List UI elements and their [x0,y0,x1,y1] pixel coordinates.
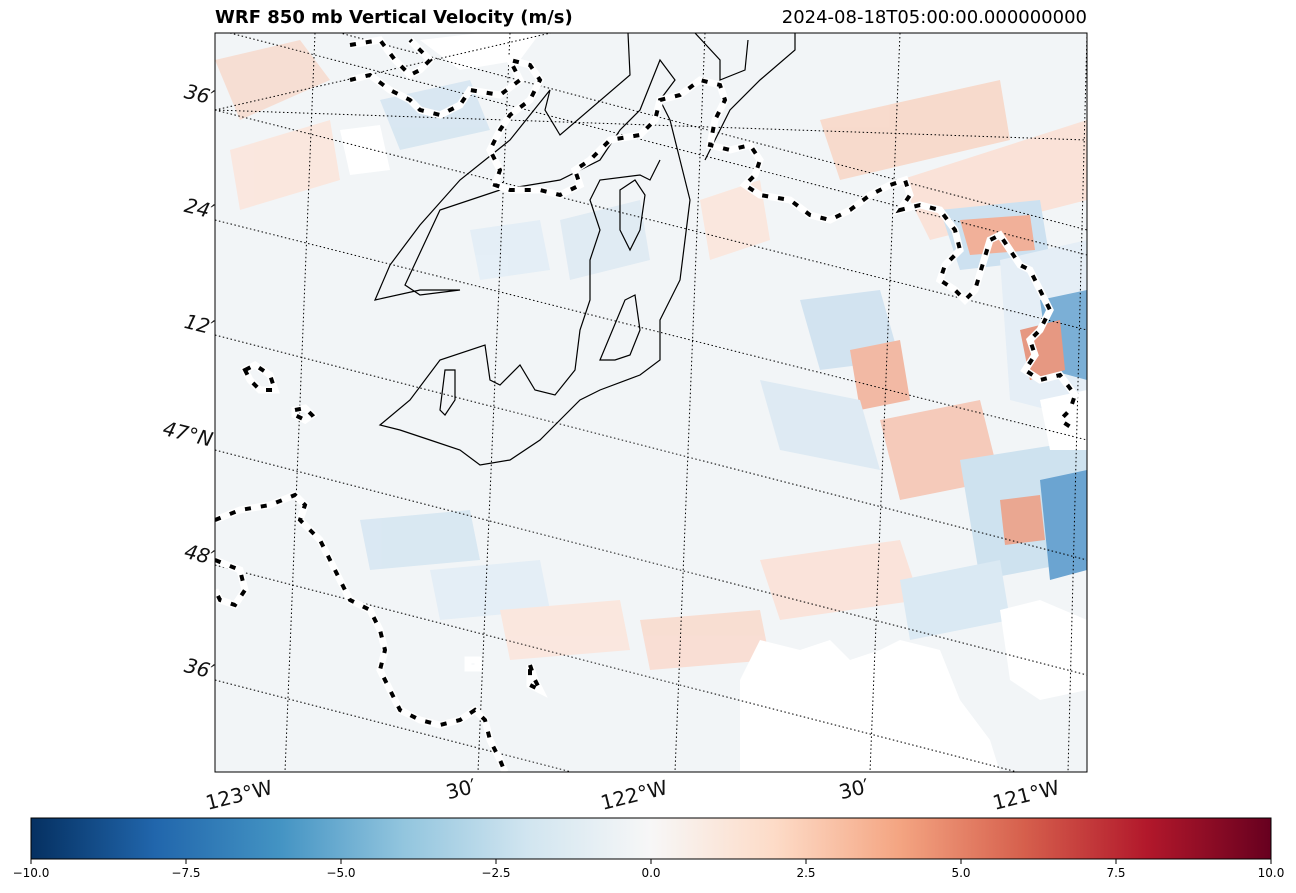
colorbar-tick-label: 7.5 [1106,866,1126,880]
colorbar-tick-label: 10.0 [1257,866,1285,880]
colorbar-tick-label: −10.0 [12,866,50,880]
colorbar-tick-label: 0.0 [641,866,661,880]
map-frame [214,32,1088,773]
colorbar-tick-label: −5.0 [326,866,356,880]
plot-timestamp: 2024-08-18T05:00:00.000000000 [781,7,1087,28]
plot-title: WRF 850 mb Vertical Velocity (m/s) [215,7,573,28]
colorbar-tick-label: −7.5 [171,866,201,880]
colorbar-tick-label: −2.5 [481,866,511,880]
colorbar [30,817,1272,860]
colorbar-tick-label: 5.0 [951,866,971,880]
no-data-regions [340,33,1087,772]
colorbar-tick-label: 2.5 [796,866,816,880]
colorbar-ticks [30,859,1272,864]
map-panel [215,33,1087,772]
border-lines [215,36,1079,772]
terrain-contour [373,33,796,466]
